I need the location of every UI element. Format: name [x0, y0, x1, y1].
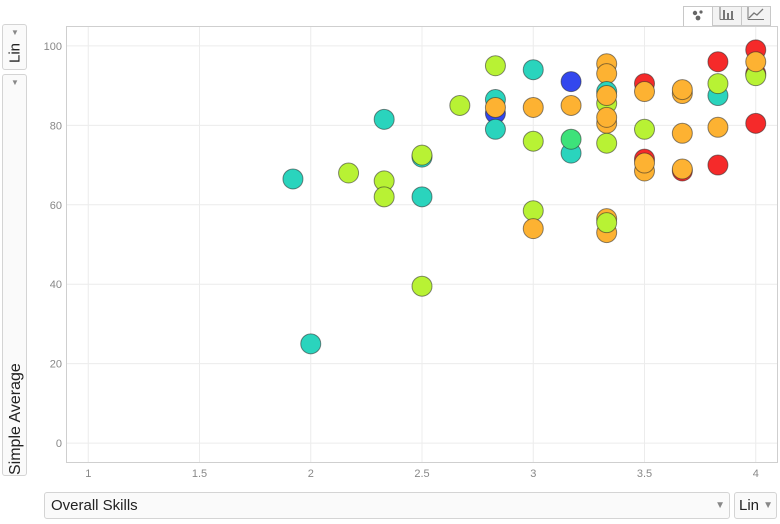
- x-scale-label: Lin: [739, 497, 760, 514]
- y-tick-label: 60: [50, 200, 62, 212]
- y-tick-label: 40: [50, 279, 62, 291]
- y-tick-label: 20: [50, 359, 62, 371]
- data-point[interactable]: [282, 168, 304, 190]
- data-point[interactable]: [411, 144, 433, 166]
- plot-frame: [66, 26, 778, 463]
- y-scale-select[interactable]: ▼ Lin: [2, 24, 27, 70]
- x-tick-label: 1.5: [192, 468, 207, 480]
- x-axis-title: Overall Skills: [51, 497, 138, 514]
- dropdown-arrow-icon: ▼: [11, 28, 19, 37]
- data-point[interactable]: [671, 79, 693, 101]
- data-point[interactable]: [560, 71, 582, 93]
- data-point[interactable]: [373, 186, 395, 208]
- data-point[interactable]: [634, 118, 655, 140]
- x-tick-label: 3: [530, 468, 536, 480]
- tab-line-chart[interactable]: [741, 6, 771, 26]
- dropdown-arrow-icon: ▼: [11, 78, 19, 87]
- y-tick-label: 0: [56, 438, 62, 450]
- x-tick-label: 3.5: [637, 468, 652, 480]
- data-point[interactable]: [560, 128, 582, 150]
- data-point[interactable]: [411, 186, 433, 208]
- data-point[interactable]: [522, 130, 544, 152]
- grid-lines: [67, 27, 777, 462]
- data-point[interactable]: [707, 51, 729, 73]
- y-tick-label: 80: [50, 120, 62, 132]
- y-tick-labels: 0 20 40 60 80 100: [44, 41, 62, 450]
- data-point[interactable]: [522, 218, 544, 240]
- x-tick-labels: 1 1.5 2 2.5 3 3.5 4: [85, 468, 759, 480]
- data-point[interactable]: [745, 112, 767, 134]
- data-point[interactable]: [484, 55, 506, 77]
- x-tick-label: 4: [753, 468, 759, 480]
- dropdown-arrow-icon: ▼: [763, 500, 773, 511]
- data-point[interactable]: [373, 108, 395, 130]
- data-point[interactable]: [596, 106, 618, 128]
- x-scale-select[interactable]: Lin ▼: [734, 492, 777, 519]
- data-point[interactable]: [596, 132, 618, 154]
- data-point[interactable]: [411, 275, 433, 297]
- data-point[interactable]: [596, 63, 618, 85]
- data-point[interactable]: [596, 85, 618, 107]
- data-point[interactable]: [522, 59, 544, 81]
- data-point[interactable]: [707, 116, 729, 138]
- chart-type-tabs: [683, 6, 771, 27]
- x-tick-label: 1: [85, 468, 91, 480]
- data-point[interactable]: [671, 122, 693, 144]
- x-variable-select[interactable]: Overall Skills ▼: [44, 492, 730, 519]
- data-points: [282, 39, 767, 355]
- dropdown-arrow-icon: ▼: [715, 500, 725, 511]
- data-point[interactable]: [338, 162, 360, 184]
- data-point[interactable]: [634, 152, 655, 174]
- data-point[interactable]: [596, 212, 618, 234]
- data-point[interactable]: [671, 158, 693, 180]
- line-chart-icon: [747, 7, 765, 25]
- data-point[interactable]: [522, 96, 544, 118]
- data-point[interactable]: [484, 118, 506, 140]
- data-point[interactable]: [449, 94, 471, 116]
- y-tick-label: 100: [44, 41, 62, 53]
- data-point[interactable]: [522, 200, 544, 222]
- x-tick-label: 2.5: [414, 468, 429, 480]
- data-point[interactable]: [634, 81, 655, 103]
- data-point[interactable]: [484, 96, 506, 118]
- y-variable-select[interactable]: ▼ Simple Average: [2, 74, 27, 476]
- bar-chart-icon: [719, 7, 735, 25]
- data-point[interactable]: [300, 333, 322, 355]
- data-point[interactable]: [707, 73, 729, 95]
- data-point[interactable]: [745, 51, 767, 73]
- x-tick-label: 2: [308, 468, 314, 480]
- data-point[interactable]: [707, 154, 729, 176]
- data-point[interactable]: [560, 94, 582, 116]
- bubble-chart-icon: [690, 8, 706, 26]
